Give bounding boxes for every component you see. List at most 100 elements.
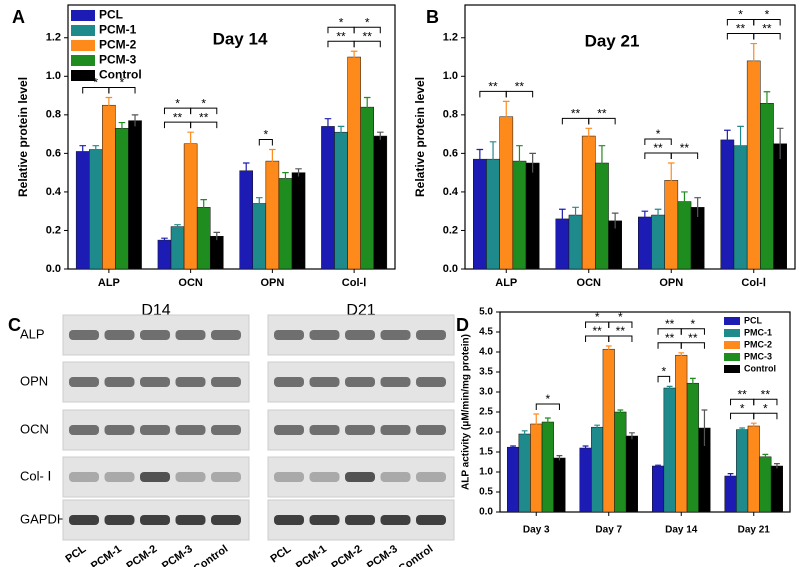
error-bar — [350, 50, 358, 63]
bar — [770, 465, 784, 513]
error-bar — [118, 121, 126, 135]
error-bar — [681, 191, 688, 212]
bar — [591, 426, 604, 513]
blot-lane-label: Control — [396, 543, 435, 567]
error-bar — [79, 145, 86, 158]
error-bar — [750, 422, 757, 429]
significance-label: ** — [736, 22, 746, 36]
error-bar — [131, 114, 139, 127]
bar — [581, 135, 596, 270]
blot-band — [274, 515, 304, 525]
significance-label: ** — [571, 107, 581, 121]
legend-swatch — [724, 317, 740, 325]
significance-label: ** — [363, 29, 373, 43]
y-tick-label: 0.0 — [443, 263, 458, 275]
legend-swatch — [71, 70, 95, 81]
y-tick-label: 0.0 — [479, 507, 493, 518]
error-bar — [594, 424, 601, 430]
blot-band — [104, 515, 135, 525]
error-bar — [92, 145, 100, 154]
error-bar — [161, 237, 168, 243]
bar — [102, 104, 116, 270]
blot-row-label: GAPDH — [20, 511, 66, 526]
blot-band — [274, 425, 304, 435]
significance-label: * — [740, 401, 745, 415]
y-axis-label: ALP activity (μM/min/mg protein) — [461, 334, 472, 490]
error-bar — [544, 417, 551, 426]
bar — [760, 103, 774, 270]
bar — [724, 475, 737, 513]
blot-band — [140, 377, 170, 387]
blot-band — [211, 425, 241, 435]
chart-title: Day 14 — [213, 29, 268, 48]
bar — [568, 214, 583, 270]
significance-label: ** — [653, 141, 663, 155]
significance-label: ** — [737, 387, 747, 401]
error-bar — [200, 199, 207, 216]
bar — [360, 106, 374, 270]
x-tick-label: Day 7 — [595, 525, 622, 536]
significance-bracket — [190, 107, 218, 115]
blot-row-label: Col- Ⅰ — [20, 468, 51, 483]
legend-swatch — [71, 55, 95, 66]
blot-row-label: OPN — [20, 373, 48, 388]
significance-bracket — [644, 138, 672, 146]
error-bar — [655, 464, 661, 467]
error-bar — [762, 453, 769, 460]
y-tick-label: 0.5 — [479, 487, 493, 498]
bar — [553, 457, 566, 513]
error-bar — [521, 430, 528, 438]
blot-lane-label: PCL — [63, 543, 88, 566]
error-bar — [489, 141, 497, 177]
blot-band — [380, 515, 411, 525]
significance-label: * — [120, 76, 125, 90]
blot-band — [175, 377, 206, 387]
error-bar — [763, 91, 771, 115]
error-bar — [701, 409, 708, 446]
blot-band — [175, 515, 206, 525]
bar — [239, 170, 254, 270]
bar — [675, 354, 688, 513]
significance-label: ** — [597, 107, 607, 121]
bar — [334, 131, 348, 270]
error-bar — [774, 463, 780, 469]
bar — [512, 160, 527, 270]
x-tick-label: OPN — [260, 277, 284, 289]
significance-bracket — [535, 403, 560, 410]
significance-label: * — [656, 127, 661, 141]
bar — [507, 446, 520, 513]
significance-bracket — [258, 139, 273, 146]
significance-label: ** — [680, 141, 690, 155]
significance-label: ** — [665, 331, 675, 345]
error-bar — [516, 145, 523, 177]
error-bar — [641, 210, 649, 223]
bar — [157, 239, 172, 270]
significance-bracket — [608, 335, 633, 342]
significance-label: ** — [199, 110, 209, 124]
bar — [759, 456, 772, 513]
blot-band — [175, 472, 206, 482]
blot-lane-label: PCM-2 — [329, 543, 364, 567]
blot-band — [309, 425, 340, 435]
blot-band — [140, 330, 170, 340]
y-tick-label: 0.8 — [443, 109, 458, 121]
blot-band — [309, 515, 340, 525]
panel-label: A — [12, 7, 25, 27]
error-bar — [105, 96, 113, 113]
y-tick-label: 0.2 — [443, 224, 458, 236]
error-bar — [667, 162, 675, 198]
bar — [196, 207, 211, 270]
error-bar — [737, 125, 744, 165]
significance-label: * — [175, 96, 180, 110]
y-tick-label: 4.5 — [479, 327, 493, 338]
significance-bracket — [657, 375, 671, 383]
error-bar — [666, 385, 673, 390]
significance-bracket — [670, 152, 699, 160]
bar — [579, 447, 592, 513]
blot-lane-label: PCM-1 — [89, 543, 124, 567]
legend-swatch — [71, 10, 95, 21]
significance-bracket — [608, 321, 633, 328]
y-tick-label: 2.0 — [479, 427, 493, 438]
bar — [525, 162, 540, 270]
blot-band — [211, 330, 241, 340]
